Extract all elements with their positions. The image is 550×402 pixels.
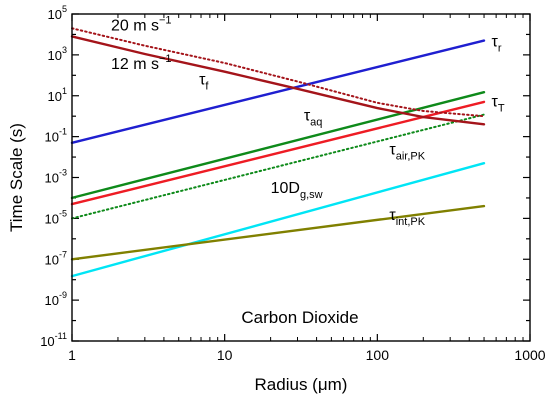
annotation: τaq xyxy=(304,108,323,129)
annotation: τf xyxy=(199,72,209,93)
series-line xyxy=(70,161,486,278)
y-tick-label: 10-9 xyxy=(45,290,67,308)
series-layer xyxy=(70,27,486,278)
plot-frame xyxy=(71,13,531,342)
annotation-layer: 20 m s−1 12 m s−1 τf τr τT τaq 10Dg,sw τair,PK τ… xyxy=(111,14,505,228)
y-tick-label: 10-7 xyxy=(45,249,67,267)
x-tick-label: 100 xyxy=(366,347,390,363)
annotation: τint,PK xyxy=(389,207,425,228)
y-tick-label: 10-1 xyxy=(45,127,67,145)
series-line xyxy=(70,100,486,206)
y-tick-label: 103 xyxy=(48,45,67,63)
annotation: τr xyxy=(492,34,502,55)
series-line xyxy=(70,204,486,261)
annotation: 20 m s−1 xyxy=(111,14,172,34)
y-tick-label: 105 xyxy=(48,4,67,22)
series-line xyxy=(70,35,486,126)
x-tick-label: 10 xyxy=(217,347,233,363)
inner-label: Carbon Dioxide xyxy=(241,308,358,327)
x-tick-label: 1000 xyxy=(514,347,545,363)
series-line xyxy=(71,27,485,118)
annotation: τair,PK xyxy=(389,142,425,163)
y-tick-label: 101 xyxy=(48,86,67,104)
annotation: τT xyxy=(492,93,505,114)
y-tick-label: 10-11 xyxy=(40,331,67,349)
annotation: 12 m s−1 xyxy=(111,53,172,73)
y-tick-label: 10-3 xyxy=(45,168,67,186)
x-tick-label: 1 xyxy=(68,347,76,363)
series-line xyxy=(71,113,485,220)
y-axis-label: Time Scale (s) xyxy=(7,123,26,232)
series-line xyxy=(70,39,486,145)
x-axis-label: Radius (μm) xyxy=(255,375,348,394)
annotation: 10Dg,sw xyxy=(271,180,323,201)
y-tick-label: 10-5 xyxy=(45,208,67,226)
